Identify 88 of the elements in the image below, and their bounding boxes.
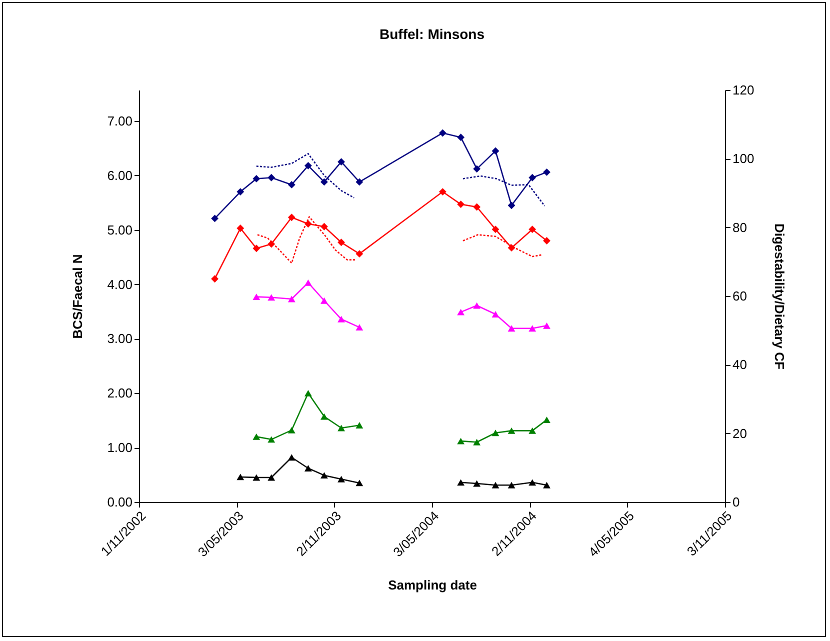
y-tick-label: 7.00 [107, 114, 132, 129]
point [338, 158, 345, 166]
point [236, 188, 244, 196]
point [543, 168, 550, 176]
point [211, 275, 218, 283]
point [438, 188, 446, 196]
point [528, 325, 536, 332]
point [268, 294, 276, 301]
point [356, 324, 364, 331]
point [320, 413, 328, 420]
point [338, 476, 345, 482]
point [252, 175, 260, 182]
point [338, 238, 345, 246]
x-axis-title: Sampling date [388, 578, 477, 593]
point [356, 178, 364, 186]
point [304, 465, 312, 472]
point [543, 322, 550, 329]
point [320, 472, 328, 479]
point [528, 479, 536, 486]
point [252, 244, 260, 252]
point [288, 296, 296, 302]
y2-tick-label: 40 [732, 357, 747, 372]
point [338, 424, 345, 432]
point [492, 147, 500, 155]
point [473, 165, 481, 173]
point [304, 162, 312, 170]
point [304, 279, 312, 286]
point [320, 222, 328, 230]
point [492, 430, 500, 436]
point [473, 203, 481, 211]
y2-tick-label: 0 [732, 494, 740, 510]
point [473, 302, 481, 309]
point [492, 311, 500, 318]
point [236, 474, 244, 480]
point [543, 482, 550, 488]
y-tick-label: 2.00 [107, 386, 132, 401]
point [473, 438, 481, 446]
point [236, 224, 244, 232]
point [320, 297, 328, 304]
y-axis-title: BCS/Faecal N [70, 254, 86, 339]
point [356, 250, 364, 258]
point [438, 129, 446, 137]
y-tick-label: 1.00 [107, 440, 132, 456]
point [508, 427, 516, 434]
point [457, 308, 465, 316]
y-tick-label: 0.00 [107, 494, 132, 510]
point [457, 134, 465, 142]
point [320, 178, 328, 186]
point [508, 325, 516, 332]
point [356, 422, 364, 428]
point [304, 390, 312, 396]
y2-tick-label: 20 [732, 426, 747, 441]
y2-tick-label: 120 [732, 82, 754, 98]
y-tick-label: 6.00 [107, 168, 132, 183]
point [288, 180, 296, 188]
point [288, 426, 296, 434]
point [268, 174, 276, 182]
y-tick-label: 4.00 [107, 276, 132, 292]
point [508, 202, 516, 210]
point [508, 482, 516, 488]
point [268, 474, 276, 481]
point [543, 237, 550, 244]
y2-tick-label: 100 [732, 151, 754, 166]
point [492, 226, 500, 234]
point [543, 416, 550, 424]
point [288, 214, 296, 222]
point [473, 480, 481, 487]
chart-title: Buffel: Minsons [380, 26, 485, 42]
point [457, 479, 465, 486]
point [211, 214, 218, 222]
y2-axis-title: Digestability/Dietary CF [772, 224, 788, 370]
y-tick-label: 5.00 [107, 222, 132, 238]
point [252, 474, 260, 481]
point [528, 174, 536, 182]
y2-tick-label: 80 [732, 220, 747, 235]
point [338, 316, 345, 322]
point [457, 200, 465, 208]
point [457, 438, 465, 444]
point [288, 454, 296, 461]
point [528, 427, 536, 434]
y2-tick-label: 60 [732, 288, 747, 304]
point [268, 436, 276, 443]
point [528, 226, 536, 234]
y-tick-label: 3.00 [107, 331, 132, 346]
point [252, 433, 260, 440]
point [492, 482, 500, 488]
point [252, 294, 260, 300]
point [356, 480, 364, 486]
